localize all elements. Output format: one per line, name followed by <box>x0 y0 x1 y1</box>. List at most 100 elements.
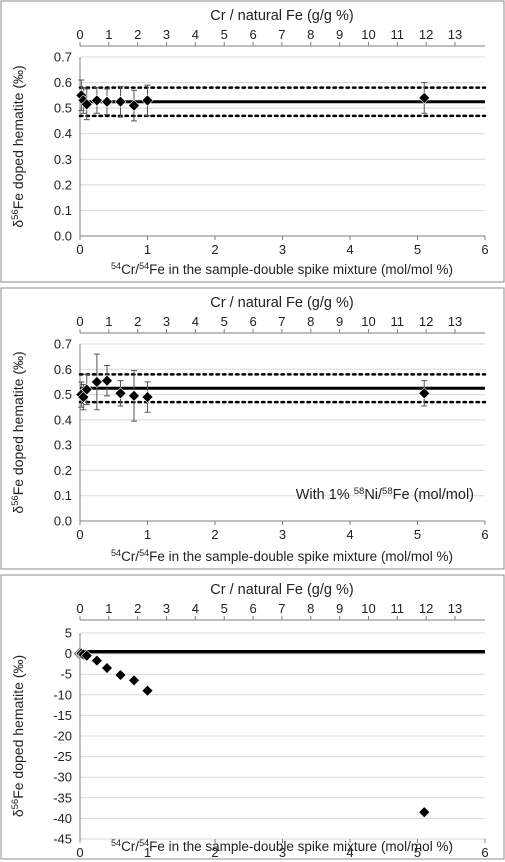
y-axis-title-text: Fe doped hematite (‰) <box>10 65 26 209</box>
x-axis-title-text: Cr/ <box>121 262 139 277</box>
x-tick-label: 1 <box>144 845 151 860</box>
data-point <box>141 684 154 697</box>
x-tick-label: 6 <box>481 242 488 257</box>
top-tick-label: 0 <box>76 27 83 42</box>
top-tick-label: 12 <box>419 314 433 329</box>
x-tick-label: 1 <box>144 527 151 542</box>
y-tick-label: -45 <box>53 832 72 847</box>
data-point <box>141 94 154 107</box>
top-tick-label: 2 <box>134 601 141 616</box>
top-tick-label: 3 <box>163 601 170 616</box>
top-axis-title: Cr / natural Fe (g/g %) <box>210 295 353 311</box>
x-axis-title: 54Cr/54Fe in the sample-double spike mix… <box>111 548 453 564</box>
data-point <box>114 387 127 400</box>
top-tick-label: 11 <box>391 601 405 616</box>
y-tick-label: 0.7 <box>54 50 72 65</box>
top-tick-label: 8 <box>307 601 314 616</box>
data-point <box>90 376 103 388</box>
chart-panel-1: 0.00.10.20.30.40.50.60.70 1 2 3 4 5 60 1 2 3 4 5 6 7 8… <box>0 0 505 283</box>
y-tick-label: 0.7 <box>54 337 72 352</box>
y-axis-title-superscript: 56 <box>10 209 21 220</box>
top-tick-label: 5 <box>221 601 228 616</box>
top-tick-label: 5 <box>221 27 228 42</box>
top-tick-label: 2 <box>134 314 141 329</box>
top-tick-label: 13 <box>448 27 462 42</box>
top-tick-label: 6 <box>249 601 256 616</box>
y-axis-title-superscript: 56 <box>10 799 21 810</box>
annotation-text: Fe (mol/mol) <box>393 487 474 503</box>
top-tick-label: 3 <box>163 314 170 329</box>
panel-border <box>0 0 505 283</box>
top-tick-label: 7 <box>278 27 285 42</box>
data-point <box>80 383 93 396</box>
y-tick-label: -35 <box>53 790 72 805</box>
annotation-superscript: 58 <box>382 486 393 497</box>
y-axis-title-superscript: 56 <box>10 495 21 506</box>
x-axis-title: 54Cr/54Fe in the sample-double spike mix… <box>111 838 453 854</box>
y-tick-label: 0.2 <box>54 463 72 478</box>
y-tick-label: 0.4 <box>54 126 72 141</box>
x-axis-title-superscript: 54 <box>111 838 121 848</box>
top-tick-label: 12 <box>419 601 433 616</box>
y-tick-label: 0 <box>65 646 72 661</box>
panel-border <box>0 287 505 570</box>
top-tick-label: 6 <box>249 27 256 42</box>
data-point <box>418 806 431 819</box>
top-tick-label: 4 <box>192 27 199 42</box>
y-tick-label: 5 <box>65 626 72 641</box>
data-point <box>141 391 154 404</box>
top-tick-label: 13 <box>448 314 462 329</box>
x-axis-title-superscript: 54 <box>111 261 121 271</box>
top-axis-title: Cr / natural Fe (g/g %) <box>210 582 353 598</box>
data-point <box>418 91 431 104</box>
top-tick-label: 1 <box>105 601 112 616</box>
y-axis-title: δ56Fe doped hematite (‰) <box>10 351 26 513</box>
top-tick-label: 7 <box>278 601 285 616</box>
top-tick-label: 1 <box>105 314 112 329</box>
top-tick-label: 5 <box>221 314 228 329</box>
x-axis-title-text: Cr/ <box>121 839 139 854</box>
y-tick-label: 0.0 <box>54 514 72 529</box>
y-tick-label: 0.4 <box>54 412 72 427</box>
x-axis-title-superscript: 54 <box>139 838 149 848</box>
x-tick-label: 3 <box>279 242 286 257</box>
top-tick-label: 8 <box>307 314 314 329</box>
x-tick-label: 2 <box>211 527 218 542</box>
x-tick-label: 5 <box>414 845 421 860</box>
x-axis-title: 54Cr/54Fe in the sample-double spike mix… <box>111 261 453 277</box>
y-tick-label: 0.2 <box>54 177 72 192</box>
annotation-superscript: 58 <box>354 486 365 497</box>
x-tick-label: 3 <box>279 527 286 542</box>
chart-panel-3: 50-5-10-15-20-25-30-35-40-450 1 2 3 4 5 60 1 2 3 4… <box>0 574 505 860</box>
data-point <box>80 98 93 111</box>
x-tick-label: 2 <box>211 845 218 860</box>
top-tick-label: 7 <box>278 314 285 329</box>
annotation-text: With 1% <box>296 487 354 503</box>
y-axis-title-text: δ <box>10 809 26 817</box>
y-tick-label: 0.6 <box>54 362 72 377</box>
y-axis-title: δ56Fe doped hematite (‰) <box>10 655 26 817</box>
data-point <box>80 649 93 662</box>
top-tick-label: 6 <box>249 314 256 329</box>
top-tick-label: 3 <box>163 27 170 42</box>
x-tick-label: 0 <box>76 242 83 257</box>
data-point <box>128 99 140 112</box>
y-tick-label: 0.3 <box>54 438 72 453</box>
top-tick-label: 9 <box>336 601 343 616</box>
x-tick-label: 3 <box>279 845 286 860</box>
panel-border <box>0 574 505 860</box>
top-axis-title: Cr / natural Fe (g/g %) <box>210 8 353 24</box>
top-tick-label: 13 <box>448 601 462 616</box>
y-tick-label: -40 <box>53 811 72 826</box>
y-tick-label: -25 <box>53 749 72 764</box>
top-tick-label: 8 <box>307 27 314 42</box>
y-tick-label: 0.1 <box>54 488 72 503</box>
y-axis-title-text: δ <box>10 220 26 228</box>
top-tick-label: 11 <box>391 27 405 42</box>
x-axis-title-superscript: 54 <box>111 548 121 558</box>
chart-annotation: With 1% 58Ni/58Fe (mol/mol) <box>296 486 474 503</box>
data-point <box>90 94 103 107</box>
data-point <box>128 389 140 402</box>
x-tick-label: 4 <box>346 845 353 860</box>
